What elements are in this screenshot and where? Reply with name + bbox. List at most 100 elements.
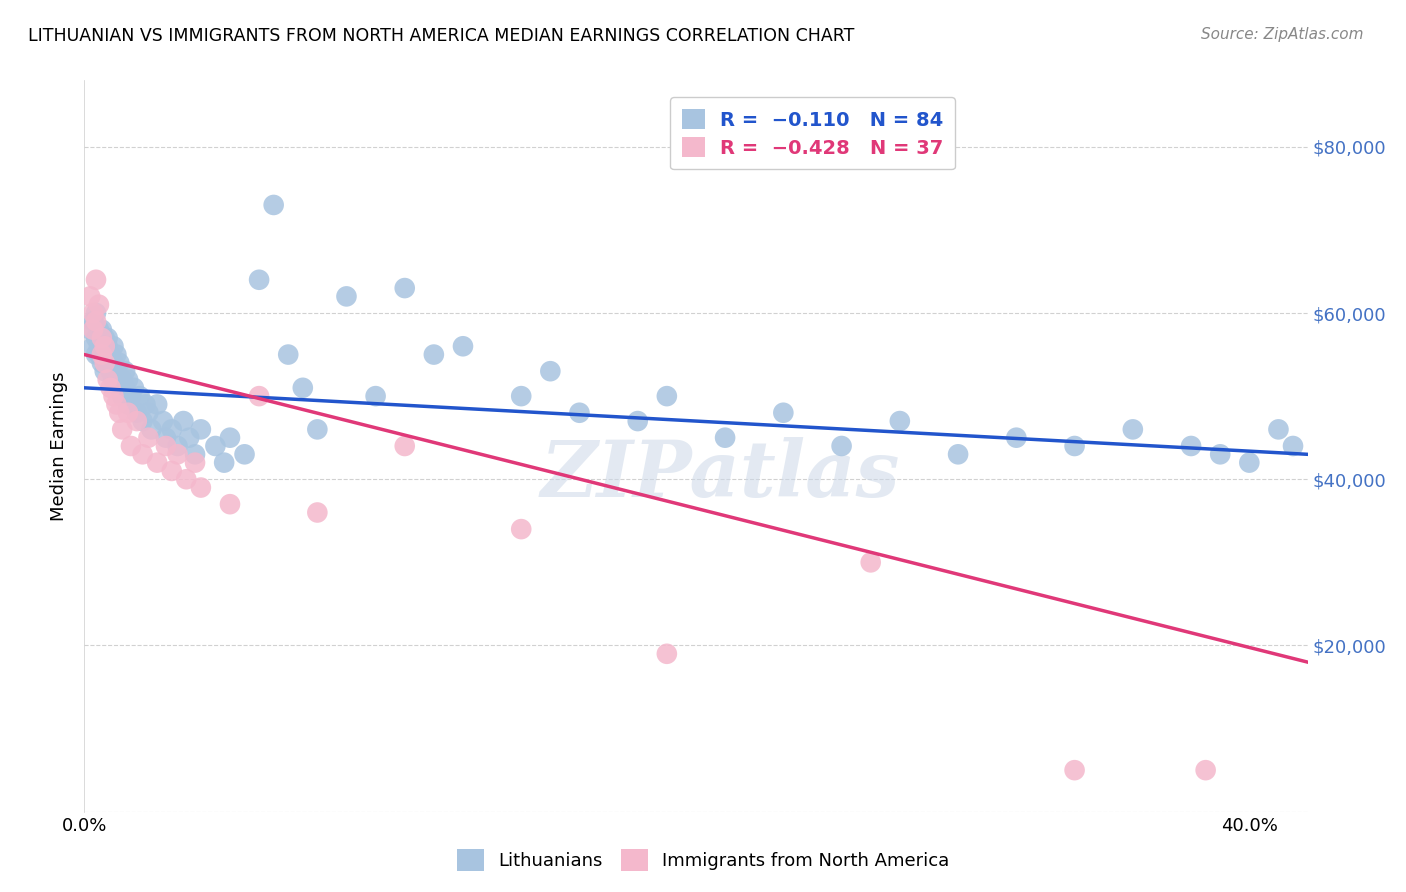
Point [247, 273, 270, 287]
Point [84, 314, 107, 328]
Point [108, 406, 131, 420]
Point [510, 522, 533, 536]
Point [190, 481, 212, 495]
Point [889, 414, 911, 428]
Point [97, 356, 120, 370]
Point [155, 439, 177, 453]
Point [174, 472, 197, 486]
Point [394, 439, 416, 453]
Point [100, 381, 122, 395]
Point [111, 389, 134, 403]
Point [166, 447, 188, 461]
Point [117, 372, 139, 386]
Point [233, 447, 256, 461]
Point [510, 389, 533, 403]
Point [105, 364, 128, 378]
Text: LITHUANIAN VS IMMIGRANTS FROM NORTH AMERICA MEDIAN EARNINGS CORRELATION CHART: LITHUANIAN VS IMMIGRANTS FROM NORTH AMER… [28, 27, 855, 45]
Point [87, 331, 110, 345]
Point [125, 406, 148, 420]
Legend: Lithuanians, Immigrants from North America: Lithuanians, Immigrants from North Ameri… [450, 842, 956, 879]
Legend: R =  −0.110   N = 84, R =  −0.428   N = 37: R = −0.110 N = 84, R = −0.428 N = 37 [669, 97, 955, 169]
Point [831, 439, 853, 453]
Point [111, 422, 134, 436]
Point [1063, 439, 1085, 453]
Point [307, 422, 329, 436]
Point [117, 406, 139, 420]
Point [82, 339, 104, 353]
Point [1282, 439, 1305, 453]
Point [87, 323, 110, 337]
Point [84, 306, 107, 320]
Point [122, 381, 145, 395]
Y-axis label: Median Earnings: Median Earnings [51, 371, 69, 521]
Point [90, 323, 112, 337]
Point [179, 431, 201, 445]
Point [105, 347, 128, 362]
Point [117, 397, 139, 411]
Point [131, 414, 153, 428]
Point [97, 372, 120, 386]
Point [1180, 439, 1202, 453]
Point [87, 339, 110, 353]
Point [93, 339, 115, 353]
Point [1239, 456, 1261, 470]
Point [103, 339, 125, 353]
Point [655, 389, 678, 403]
Point [84, 273, 107, 287]
Point [87, 298, 110, 312]
Point [307, 506, 329, 520]
Point [277, 347, 299, 362]
Point [772, 406, 794, 420]
Point [82, 306, 104, 320]
Point [90, 331, 112, 345]
Point [172, 414, 194, 428]
Point [219, 431, 242, 445]
Point [114, 364, 136, 378]
Point [111, 372, 134, 386]
Point [155, 431, 177, 445]
Point [90, 347, 112, 362]
Point [160, 422, 183, 436]
Point [120, 439, 142, 453]
Point [108, 356, 131, 370]
Point [394, 281, 416, 295]
Point [291, 381, 314, 395]
Point [190, 422, 212, 436]
Point [100, 364, 122, 378]
Point [90, 331, 112, 345]
Point [128, 389, 150, 403]
Point [93, 364, 115, 378]
Point [82, 323, 104, 337]
Point [946, 447, 969, 461]
Point [184, 456, 207, 470]
Point [1005, 431, 1028, 445]
Text: ZIPatlas: ZIPatlas [541, 437, 900, 514]
Point [263, 198, 285, 212]
Point [138, 431, 160, 445]
Point [100, 347, 122, 362]
Point [97, 331, 120, 345]
Point [90, 339, 112, 353]
Point [125, 414, 148, 428]
Point [138, 406, 160, 420]
Point [93, 347, 115, 362]
Point [97, 339, 120, 353]
Point [204, 439, 226, 453]
Point [79, 289, 101, 303]
Point [335, 289, 357, 303]
Point [655, 647, 678, 661]
Point [135, 397, 157, 411]
Point [247, 389, 270, 403]
Point [1195, 763, 1218, 777]
Point [219, 497, 242, 511]
Text: Source: ZipAtlas.com: Source: ZipAtlas.com [1201, 27, 1364, 42]
Point [160, 464, 183, 478]
Point [423, 347, 446, 362]
Point [627, 414, 650, 428]
Point [166, 439, 188, 453]
Point [93, 356, 115, 370]
Point [103, 356, 125, 370]
Point [859, 555, 882, 569]
Point [1267, 422, 1289, 436]
Point [212, 456, 235, 470]
